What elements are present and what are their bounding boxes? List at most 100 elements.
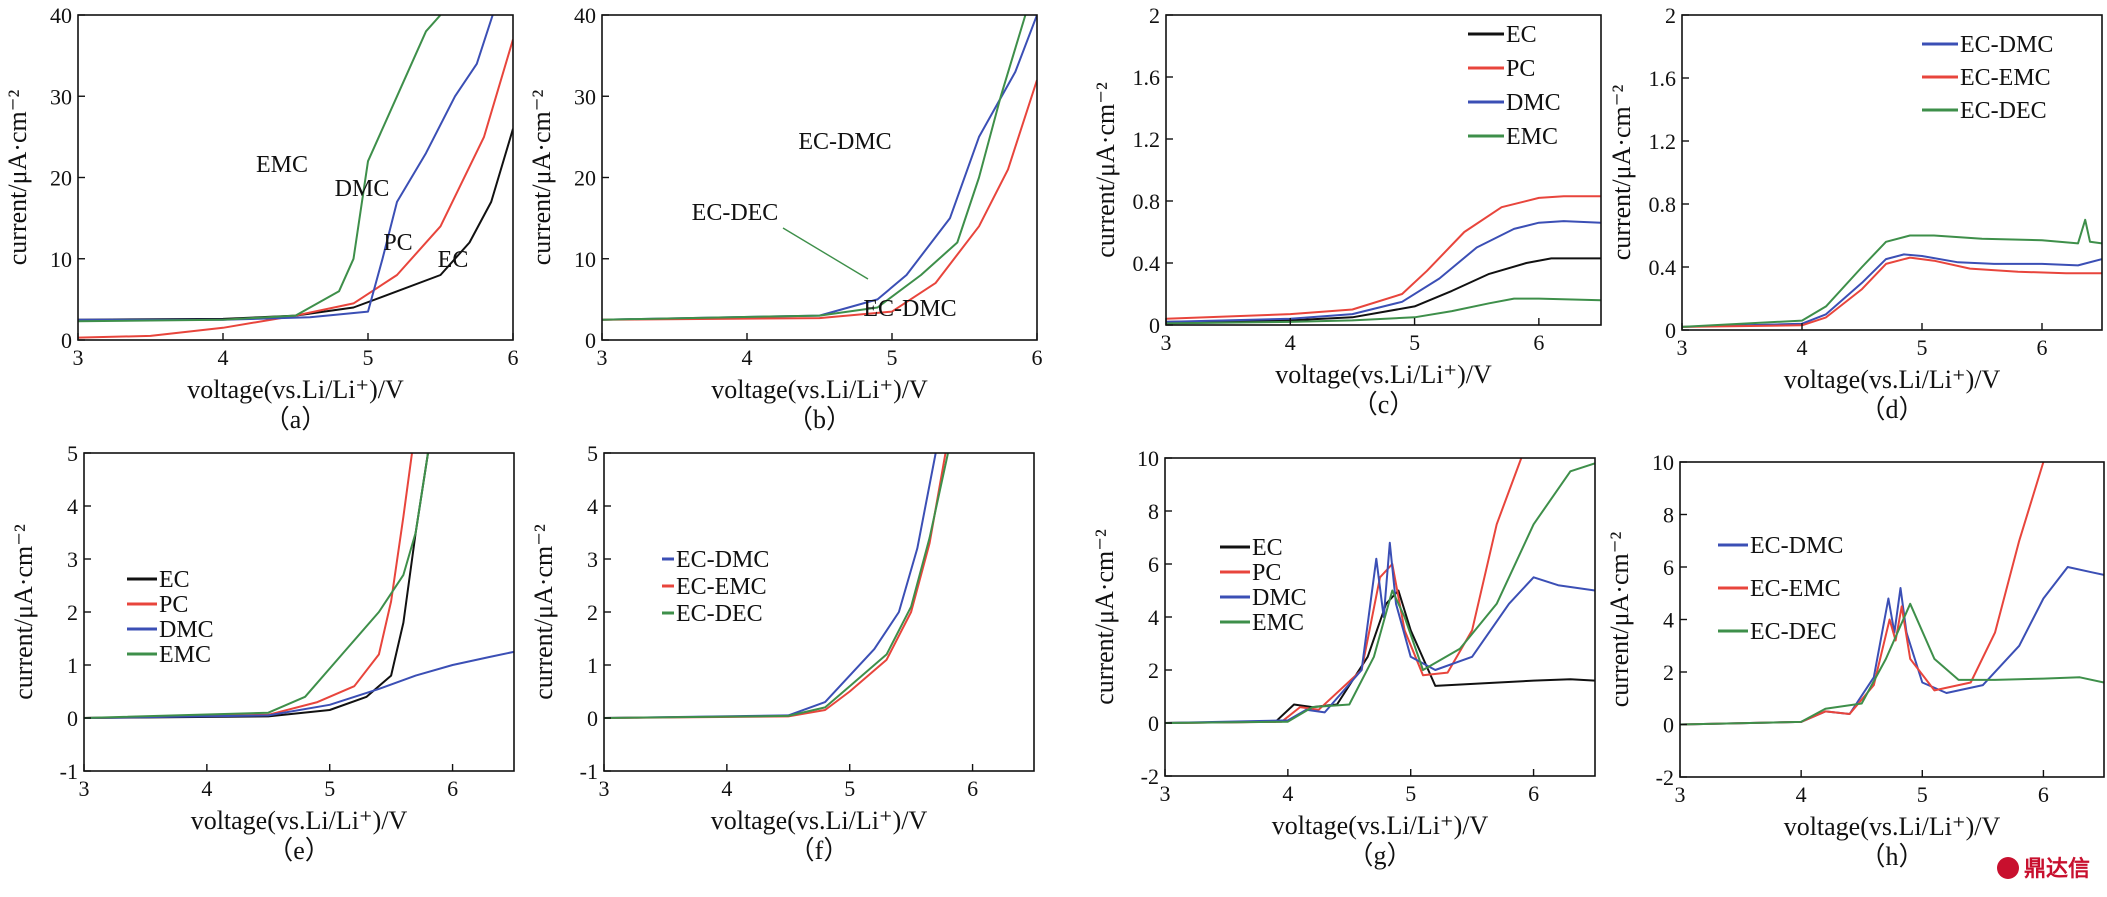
series-line-ec-dmc <box>604 453 937 719</box>
x-tick-label: 5 <box>844 776 855 801</box>
y-tick-label: 2 <box>1148 658 1159 683</box>
y-tick-label: 10 <box>574 247 596 272</box>
y-tick-label: 0 <box>1663 713 1674 738</box>
legend-entry: DMC <box>1252 585 1307 611</box>
y-tick-label: -1 <box>580 759 598 784</box>
y-axis-label: current/μA·cm⁻² <box>1605 532 1634 708</box>
y-tick-label: 2 <box>1665 3 1676 28</box>
x-tick-label: 3 <box>1675 782 1686 807</box>
y-tick-label: 2 <box>1149 3 1160 28</box>
y-tick-label: 8 <box>1148 499 1159 524</box>
y-tick-label: 10 <box>1652 450 1674 475</box>
y-tick-label: 0 <box>587 706 598 731</box>
legend-entry: EC-EMC <box>1960 65 2051 91</box>
legend-entry: EC-EMC <box>1750 576 1841 602</box>
series-group <box>604 453 949 719</box>
panel-label: （h） <box>1859 842 1924 871</box>
annotation-label: EC-DMC <box>798 129 891 155</box>
annotation-label: PC <box>383 230 412 256</box>
chart-panel-e: 3 4 5 6 -1 0 1 2 3 4 5 voltage(vs.Li/Li⁺)/V current/… <box>9 441 515 865</box>
y-tick-label: 0 <box>61 328 72 353</box>
legend-entry: EC-DEC <box>676 601 763 627</box>
x-tick-label: 4 <box>1285 330 1296 355</box>
legend: EC PC DMC EMC <box>1468 22 1561 150</box>
plot-frame <box>1681 14 2103 331</box>
chart-panel-c: 3 4 5 6 0 0.4 0.8 1.2 1.6 2 voltage(vs.Li/Li⁺)/V cu… <box>1091 3 1602 419</box>
x-tick-label: 5 <box>1409 330 1420 355</box>
x-tick-label: 6 <box>1528 781 1539 806</box>
legend: EC-DMC EC-EMC EC-DEC <box>1922 32 2053 124</box>
y-tick-label: 5 <box>67 441 78 466</box>
y-tick-label: 2 <box>587 600 598 625</box>
y-axis-label: current/μA·cm⁻² <box>1090 529 1119 705</box>
y-axis-label: current/μA·cm⁻² <box>3 90 32 266</box>
y-axis-label: current/μA·cm⁻² <box>527 90 556 266</box>
x-tick-label: 5 <box>324 776 335 801</box>
legend-entry: EMC <box>159 642 211 668</box>
x-tick-label: 5 <box>887 345 898 370</box>
y-tick-label: 4 <box>1663 608 1674 633</box>
x-axis-label: voltage(vs.Li/Li⁺)/V <box>711 375 928 404</box>
y-tick-label: 20 <box>574 166 596 191</box>
y-tick-label: 0 <box>67 706 78 731</box>
y-tick-label: 40 <box>50 3 72 28</box>
y-tick-label: 0 <box>1148 711 1159 736</box>
x-tick-label: 4 <box>1797 335 1808 360</box>
series-line-emc <box>1166 297 1601 325</box>
x-tick-label: 4 <box>1282 781 1293 806</box>
plot-frame <box>1164 457 1596 777</box>
series-group <box>78 15 513 339</box>
y-tick-label: 10 <box>50 247 72 272</box>
y-tick-label: 4 <box>1148 605 1159 630</box>
series-line-pc <box>84 453 413 719</box>
series-line-ec-emc <box>1680 462 2045 726</box>
panel-label: （g） <box>1347 841 1412 870</box>
x-tick-label: 5 <box>363 345 374 370</box>
annotation-label: EC-DEC <box>692 200 779 226</box>
y-tick-label: 1.2 <box>1649 129 1677 154</box>
legend-entry: EC-EMC <box>676 574 767 600</box>
y-axis-label: current/μA·cm⁻² <box>1607 85 1636 261</box>
legend-entry: EC <box>1506 22 1537 48</box>
y-tick-label: 0 <box>1665 318 1676 343</box>
watermark-text: 鼎达信 <box>2024 856 2090 882</box>
legend-entry: DMC <box>1506 90 1561 116</box>
legend-entry: EC-DMC <box>676 547 769 573</box>
series-line-ec-emc <box>604 453 947 719</box>
y-tick-label: 1.6 <box>1133 65 1161 90</box>
legend-entry: EC <box>1252 535 1283 561</box>
series-line-ec <box>1165 589 1595 724</box>
legend-entry: EC-DEC <box>1960 98 2047 124</box>
series-line-pc <box>1166 195 1601 320</box>
legend-entry: PC <box>159 592 188 618</box>
x-tick-label: 6 <box>1032 345 1043 370</box>
series-line-dmc <box>1165 541 1595 724</box>
legend-entry: EMC <box>1252 610 1304 636</box>
series-line-ec-dec <box>1680 602 2104 726</box>
y-tick-label: 0 <box>585 328 596 353</box>
y-tick-label: -2 <box>1141 764 1159 789</box>
series-line-ec-dmc <box>602 15 1037 321</box>
x-tick-label: 3 <box>1161 330 1172 355</box>
series-line-ec-emc <box>1682 256 2102 328</box>
x-tick-label: 6 <box>2038 782 2049 807</box>
annotation-label: DMC <box>335 176 390 202</box>
y-axis-label: current/μA·cm⁻² <box>529 524 558 700</box>
plot-frame <box>83 452 515 772</box>
legend-entry: DMC <box>159 617 214 643</box>
legend-entry: PC <box>1506 56 1535 82</box>
y-tick-label: 30 <box>50 84 72 109</box>
y-tick-label: 0.8 <box>1133 189 1161 214</box>
y-tick-label: 4 <box>67 494 78 519</box>
y-tick-label: 3 <box>67 547 78 572</box>
series-line-ec-dec <box>604 453 949 719</box>
legend-entry: EC-DMC <box>1960 32 2053 58</box>
x-axis-label: voltage(vs.Li/Li⁺)/V <box>1784 812 2001 841</box>
series-line-ec <box>1166 257 1601 323</box>
panel-label: （b） <box>787 405 852 434</box>
series-line-ec-dec <box>602 15 1027 321</box>
annotation-label: EC <box>438 247 469 273</box>
